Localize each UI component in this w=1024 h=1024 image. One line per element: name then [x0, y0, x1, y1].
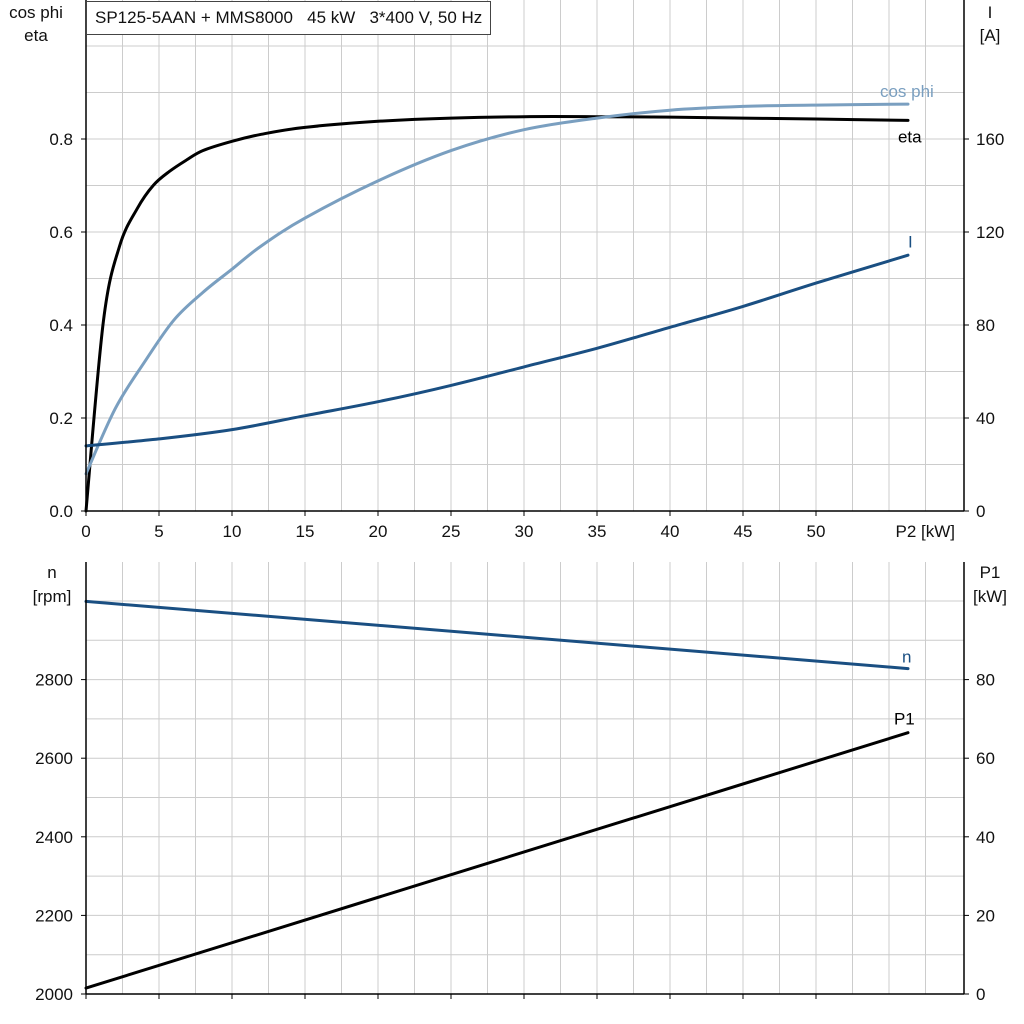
x-tick-label: 40 — [661, 522, 680, 541]
bottom-left-tick-label: 2600 — [35, 749, 73, 768]
top-right-tick-label: 40 — [976, 409, 995, 428]
bottom-left-tick-label: 2200 — [35, 906, 73, 925]
top-left-tick-label: 0.4 — [49, 316, 73, 335]
bottom-left-tick-label: 2000 — [35, 985, 73, 1004]
bottom-left-axis-label-1: n — [47, 563, 56, 582]
bottom-right-tick-label: 40 — [976, 828, 995, 847]
top-right-tick-label: 160 — [976, 130, 1004, 149]
x-tick-label: 20 — [369, 522, 388, 541]
x-tick-label: 45 — [734, 522, 753, 541]
curve-label-cos-phi: cos phi — [880, 82, 934, 101]
top-right-axis-label-1: I — [988, 3, 993, 22]
x-axis-label: P2 [kW] — [895, 522, 955, 541]
bottom-right-tick-label: 60 — [976, 749, 995, 768]
bottom-ticks: 2000 2200 2400 2600 2800 0 20 40 60 80 — [35, 671, 995, 1004]
top-right-axis-label-2: [A] — [980, 26, 1001, 45]
curve-p1 — [84, 731, 910, 990]
top-grid — [86, 0, 964, 511]
top-ticks: 0.0 0.2 0.4 0.6 0.8 0 40 80 120 160 0 5 10 15 20 25 30 35… — [49, 130, 1004, 541]
x-tick-label: 10 — [223, 522, 242, 541]
x-tick-label: 0 — [81, 522, 90, 541]
bottom-right-axis-label-1: P1 — [980, 563, 1001, 582]
curve-cos-phi — [84, 102, 910, 476]
bottom-right-tick-label: 80 — [976, 671, 995, 690]
top-right-tick-label: 120 — [976, 223, 1004, 242]
top-right-tick-label: 80 — [976, 316, 995, 335]
axes — [85, 0, 965, 995]
curve-eta — [84, 115, 910, 513]
curve-label-eta: eta — [898, 127, 922, 146]
bottom-right-axis-label-2: [kW] — [973, 587, 1007, 606]
top-left-tick-label: 0.0 — [49, 502, 73, 521]
curve-label-n: n — [902, 648, 911, 667]
x-tick-label: 50 — [807, 522, 826, 541]
x-tick-label: 15 — [296, 522, 315, 541]
top-left-axis-label-2: eta — [24, 26, 48, 45]
top-left-tick-label: 0.2 — [49, 409, 73, 428]
top-right-tick-label: 0 — [976, 502, 985, 521]
curve-labels: eta cos phi In P1 — [880, 82, 934, 729]
bottom-left-axis-label-2: [rpm] — [33, 587, 72, 606]
curve-label-i: I — [908, 232, 913, 251]
top-left-tick-label: 0.8 — [49, 130, 73, 149]
curve-n — [84, 599, 910, 671]
x-tick-label: 35 — [588, 522, 607, 541]
bottom-left-tick-label: 2400 — [35, 828, 73, 847]
bottom-right-tick-label: 20 — [976, 906, 995, 925]
x-tick-label: 25 — [442, 522, 461, 541]
top-left-axis-label-1: cos phi — [9, 3, 63, 22]
curve-label-p1: P1 — [894, 710, 915, 729]
x-tick-label: 30 — [515, 522, 534, 541]
x-tick-label: 5 — [154, 522, 163, 541]
bottom-grid — [86, 562, 964, 994]
curves — [84, 102, 910, 990]
curve-i — [84, 253, 910, 448]
bottom-left-tick-label: 2800 — [35, 671, 73, 690]
chart-title: SP125-5AAN + MMS8000 45 kW 3*400 V, 50 H… — [86, 1, 492, 35]
bottom-right-tick-label: 0 — [976, 985, 985, 1004]
top-left-tick-label: 0.6 — [49, 223, 73, 242]
